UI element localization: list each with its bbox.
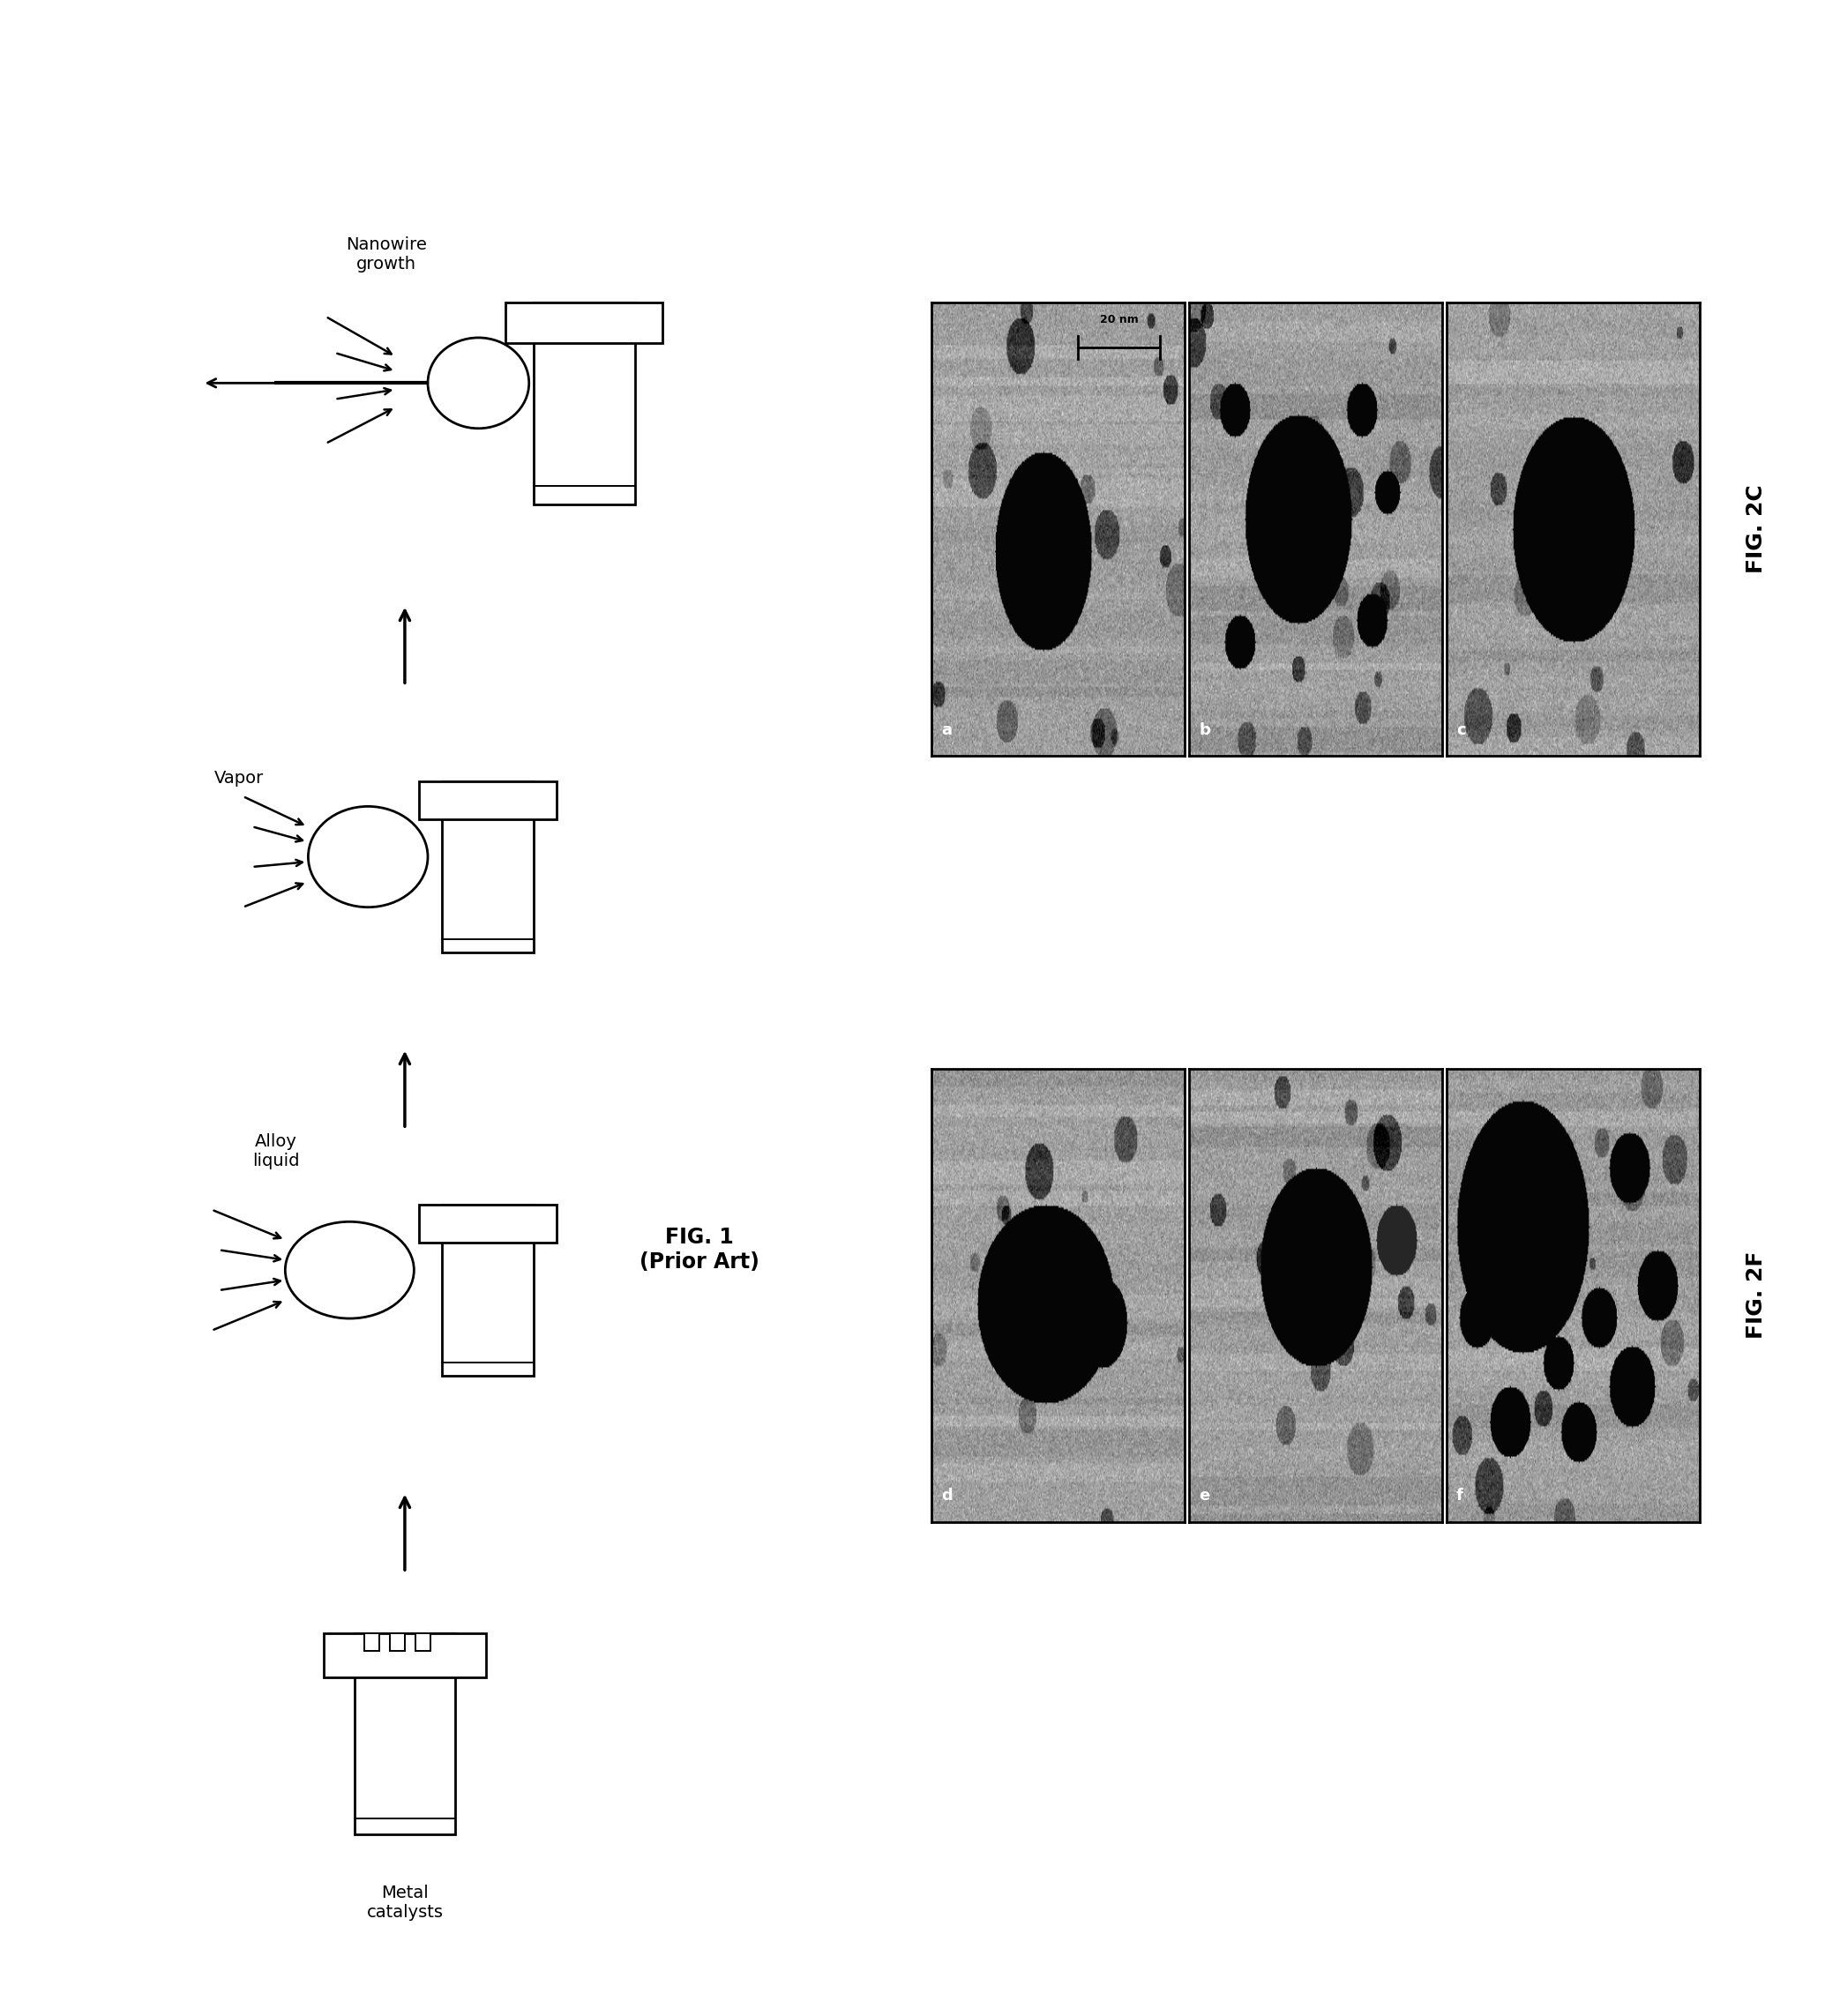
Text: e: e <box>1200 1488 1209 1504</box>
Bar <box>418 782 556 818</box>
Text: 20 nm: 20 nm <box>1100 314 1139 325</box>
Text: Vapor: Vapor <box>215 770 263 786</box>
Bar <box>364 1633 379 1651</box>
Bar <box>442 1204 534 1375</box>
Bar <box>416 1633 431 1651</box>
Ellipse shape <box>285 1222 414 1318</box>
Bar <box>418 1204 556 1242</box>
Bar <box>534 302 635 504</box>
Ellipse shape <box>307 806 427 907</box>
Text: Alloy
liquid: Alloy liquid <box>252 1133 300 1169</box>
Text: FIG. 2E: FIG. 2E <box>1489 1252 1509 1339</box>
Text: a: a <box>942 722 951 738</box>
Text: FIG. 2A: FIG. 2A <box>1231 484 1251 575</box>
Text: Metal
catalysts: Metal catalysts <box>366 1885 443 1921</box>
Bar <box>390 1633 405 1651</box>
Text: FIG. 2D: FIG. 2D <box>1231 1250 1251 1341</box>
Ellipse shape <box>427 337 530 427</box>
Text: FIG. 2B: FIG. 2B <box>1489 484 1509 575</box>
Text: d: d <box>942 1488 953 1504</box>
Bar <box>324 1633 486 1677</box>
Bar <box>442 780 534 954</box>
Bar <box>506 302 662 343</box>
Text: b: b <box>1200 722 1211 738</box>
Text: FIG. 1
(Prior Art): FIG. 1 (Prior Art) <box>638 1228 760 1272</box>
Text: Nanowire
growth: Nanowire growth <box>346 236 427 272</box>
Text: FIG. 2F: FIG. 2F <box>1746 1252 1766 1339</box>
Bar <box>353 1633 454 1835</box>
Text: f: f <box>1457 1488 1463 1504</box>
Text: FIG. 2C: FIG. 2C <box>1746 484 1766 575</box>
Text: c: c <box>1457 722 1466 738</box>
